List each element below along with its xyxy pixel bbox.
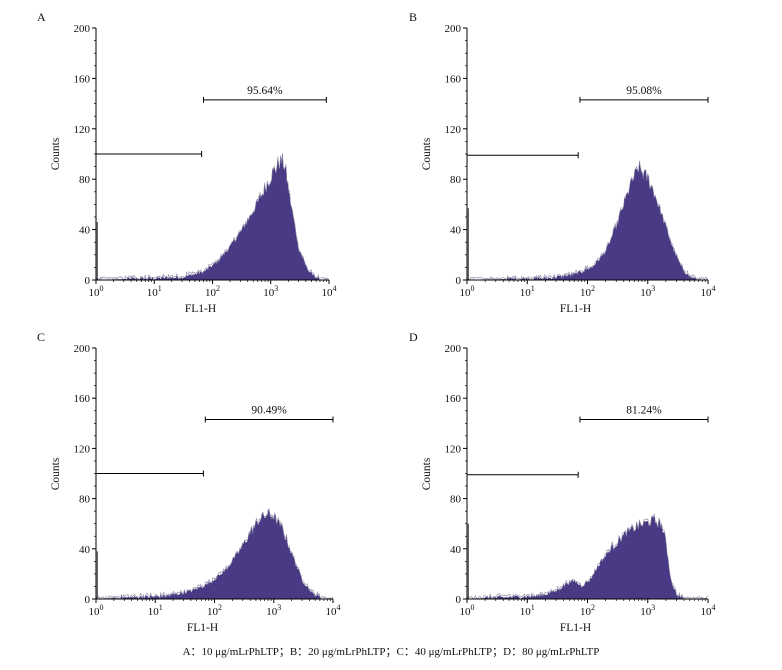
x-tick-label: 101 [148, 603, 163, 618]
y-tick-label: 0 [456, 594, 462, 606]
histogram-outline [466, 160, 709, 281]
y-tick-label: 200 [445, 23, 462, 35]
histogram-outline [466, 513, 709, 600]
y-tick-label: 80 [79, 494, 91, 506]
gate-percentage: 95.08% [626, 85, 662, 97]
y-tick-label: 40 [79, 544, 91, 556]
y-tick-label: 120 [74, 124, 91, 136]
y-axis-label: Counts [421, 137, 433, 170]
y-tick-label: 80 [450, 174, 462, 186]
histogram-panel-c: 0 40 80 120 160 200 100 101 102 103 104 90.49% C FL1-… [37, 330, 341, 634]
x-tick-label: 101 [520, 603, 535, 618]
y-tick-label: 120 [445, 124, 462, 136]
gate-percentage: 81.24% [626, 405, 662, 417]
x-tick-label: 102 [580, 284, 595, 299]
x-axis-label: FL1-H [185, 303, 216, 315]
histogram-fill [96, 153, 329, 281]
x-axis-label: FL1-H [560, 303, 591, 315]
x-tick-label: 100 [89, 284, 104, 299]
x-tick-label: 102 [580, 603, 595, 618]
y-tick-label: 160 [74, 73, 91, 85]
y-tick-label: 0 [456, 275, 462, 287]
y-tick-label: 0 [85, 275, 91, 287]
y-tick-label: 160 [74, 393, 91, 405]
y-axis-label: Counts [50, 457, 62, 490]
histogram-fill [467, 516, 708, 600]
gate-percentage: 95.64% [247, 85, 283, 97]
x-tick-label: 103 [266, 603, 281, 618]
y-tick-label: 160 [445, 73, 462, 85]
histogram-panel-d: 0 40 80 120 160 200 100 101 102 103 104 81.24% D FL1-… [409, 330, 716, 634]
x-tick-label: 103 [640, 603, 655, 618]
y-tick-label: 200 [74, 343, 91, 355]
x-tick-label: 101 [520, 284, 535, 299]
y-axis-label: Counts [421, 457, 433, 490]
histogram-outline [95, 508, 334, 600]
figure-caption: A：10 μg/mLrPhLTP；B：20 μg/mLrPhLTP；C：40 μ… [182, 646, 600, 658]
y-tick-label: 120 [445, 443, 462, 455]
x-axis-label: FL1-H [187, 622, 218, 634]
x-tick-label: 100 [89, 603, 104, 618]
x-tick-label: 100 [460, 284, 475, 299]
panel-label: D [409, 330, 418, 344]
histogram-outline [95, 153, 330, 281]
x-tick-label: 100 [460, 603, 475, 618]
y-tick-label: 160 [445, 393, 462, 405]
x-tick-label: 104 [322, 284, 337, 299]
x-tick-label: 103 [263, 284, 278, 299]
x-tick-label: 102 [205, 284, 220, 299]
y-tick-label: 80 [79, 174, 91, 186]
y-tick-label: 40 [79, 225, 91, 237]
panel-label: C [37, 330, 45, 344]
x-tick-label: 102 [207, 603, 222, 618]
panel-label: A [37, 10, 46, 24]
gate-percentage: 90.49% [251, 405, 287, 417]
y-tick-label: 80 [450, 494, 462, 506]
y-axis-label: Counts [50, 137, 62, 170]
histogram-fill [467, 162, 708, 281]
x-tick-label: 103 [640, 284, 655, 299]
y-tick-label: 0 [85, 594, 91, 606]
x-tick-label: 101 [147, 284, 162, 299]
panel-label: B [409, 10, 417, 24]
x-tick-label: 104 [326, 603, 341, 618]
x-tick-label: 104 [701, 284, 716, 299]
histogram-fill [96, 509, 333, 600]
y-tick-label: 200 [74, 23, 91, 35]
histogram-panel-b: 0 40 80 120 160 200 100 101 102 103 104 95.08% B FL1-… [409, 10, 716, 315]
x-axis-label: FL1-H [560, 622, 591, 634]
y-tick-label: 120 [74, 443, 91, 455]
histogram-panel-a: 0 40 80 120 160 200 100 101 102 103 104 95.64% A FL1-… [37, 10, 337, 315]
y-tick-label: 200 [445, 343, 462, 355]
y-tick-label: 40 [450, 544, 462, 556]
y-tick-label: 40 [450, 225, 462, 237]
x-tick-label: 104 [701, 603, 716, 618]
